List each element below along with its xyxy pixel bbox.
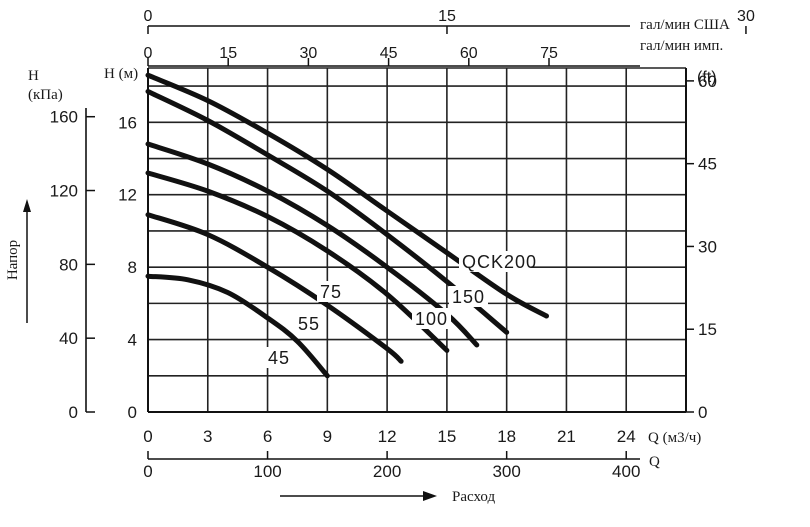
bottom-axis-2-tick-label: 0 xyxy=(143,462,152,481)
bottom-axis-2-tick-label: 400 xyxy=(612,462,640,481)
x-tick-label: 18 xyxy=(497,427,516,446)
x-tick-label: 21 xyxy=(557,427,576,446)
y-axis-title: H (м) xyxy=(104,66,138,82)
top-axis-2-tick-label: 60 xyxy=(460,45,478,62)
series-label-bg xyxy=(412,308,451,329)
x-tick-label: 12 xyxy=(378,427,397,446)
grid xyxy=(147,67,687,413)
series-label-bg xyxy=(317,281,345,302)
series-line-75 xyxy=(145,170,450,353)
kpa-tick-label: 120 xyxy=(50,182,78,201)
bottom-axis-2-tick-label: 100 xyxy=(253,462,281,481)
series-label: 75 xyxy=(320,282,342,302)
ft-axis-title: (ft) xyxy=(697,69,717,86)
series-line-45 xyxy=(145,273,330,379)
series-label: 100 xyxy=(415,309,448,329)
y-tick-label: 12 xyxy=(118,186,137,205)
bottom-axis-2-title: Q xyxy=(649,454,660,470)
x-tick-label: 9 xyxy=(323,427,332,446)
side-arrow-head xyxy=(23,199,31,212)
side-label: Напор xyxy=(5,240,21,280)
y-tick-label: 16 xyxy=(118,113,137,132)
ft-tick-label: 45 xyxy=(698,155,717,174)
kpa-tick-label: 80 xyxy=(59,255,78,274)
series-label: 45 xyxy=(268,348,290,368)
bottom-axis-2-tick-label: 200 xyxy=(373,462,401,481)
y-tick-label: 4 xyxy=(128,331,137,350)
axes xyxy=(23,25,747,501)
chart-texts: 0 3 6 9 12 15 18 21 24 Q (м3/ч)0 100 200 300 400 Q0 15 3… xyxy=(5,8,755,505)
bottom-arrow-head xyxy=(423,491,437,501)
top-axis-2-tick-label: 30 xyxy=(300,45,318,62)
series-label-bg xyxy=(459,251,531,272)
y-tick-label: 8 xyxy=(128,258,137,277)
x-tick-label: 24 xyxy=(617,427,636,446)
ft-tick-label: 0 xyxy=(698,403,707,422)
series-line-150 xyxy=(145,89,510,335)
top-axis-2-tick-label: 45 xyxy=(380,45,398,62)
bottom-axis-2-tick-label: 300 xyxy=(492,462,520,481)
series-label: QCK200 xyxy=(462,252,537,272)
series-line-55 xyxy=(145,212,404,364)
kpa-axis-title-line2: (кПа) xyxy=(28,87,63,103)
y-tick-label: 0 xyxy=(128,403,137,422)
kpa-axis-title-line1: H xyxy=(28,68,39,84)
x-tick-label: 0 xyxy=(143,427,152,446)
kpa-tick-label: 0 xyxy=(69,403,78,422)
top-axis-2-tick-label: 0 xyxy=(144,45,153,62)
x-tick-label: 3 xyxy=(203,427,212,446)
top-axis-1-tick-label: 0 xyxy=(144,8,153,25)
bottom-label: Расход xyxy=(452,489,495,505)
series-label-bg xyxy=(265,347,293,368)
series-label-bg xyxy=(449,286,488,307)
top-axis-2-tick-label: 15 xyxy=(219,45,237,62)
x-axis-title: Q (м3/ч) xyxy=(648,430,701,446)
series-label: 150 xyxy=(452,287,485,307)
series-label-bg xyxy=(295,313,323,334)
top-axis-2-tick-label: 75 xyxy=(540,45,558,62)
top-axis-1-title: гал/мин США xyxy=(640,17,730,33)
top-axis-1-tick-label: 30 xyxy=(737,8,755,25)
series-line-qck200 xyxy=(145,72,549,319)
ft-tick-label: 15 xyxy=(698,320,717,339)
top-axis-2-title: гал/мин имп. xyxy=(640,38,723,54)
top-axis-1-tick-label: 15 xyxy=(438,8,456,25)
kpa-tick-label: 160 xyxy=(50,108,78,127)
ft-tick-label: 30 xyxy=(698,237,717,256)
ft-tick-label: 60 xyxy=(698,72,717,91)
series-label: 55 xyxy=(298,314,320,334)
kpa-tick-label: 40 xyxy=(59,329,78,348)
x-tick-label: 15 xyxy=(437,427,456,446)
x-tick-label: 6 xyxy=(263,427,272,446)
curves xyxy=(145,72,549,379)
